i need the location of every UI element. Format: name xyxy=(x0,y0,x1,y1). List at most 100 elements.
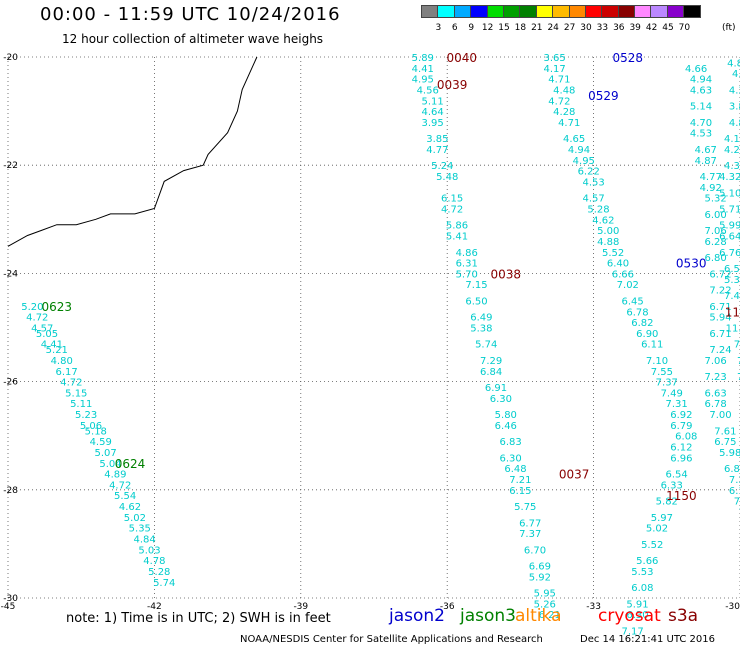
wave-height-label: 5.98 xyxy=(719,448,740,459)
colorbar-label: 45 xyxy=(662,23,674,33)
wave-height-label: 5.20 xyxy=(21,302,43,313)
wave-height-label: 6.77 xyxy=(519,518,541,529)
pass-time-label: 0040 xyxy=(447,51,478,65)
longitude-tick-label: -30 xyxy=(725,602,740,612)
wave-height-label: 6.79 xyxy=(670,421,692,432)
wave-height-label: 4.72 xyxy=(60,378,82,389)
longitude-tick-label: -33 xyxy=(586,602,601,612)
wave-height-label: 5.41 xyxy=(446,232,468,243)
wave-height-label: 6.71 xyxy=(709,302,731,313)
colorbar-label: 42 xyxy=(645,23,658,33)
page-title: 00:00 - 11:59 UTC 10/24/2016 xyxy=(40,4,341,25)
wave-height-label: 6.72 xyxy=(709,269,731,280)
colorbar-label: 3 xyxy=(435,23,442,33)
longitude-tick-label: -45 xyxy=(1,602,16,612)
wave-height-label: 3.85 xyxy=(426,134,448,145)
wave-height-label: 4.95 xyxy=(573,156,595,167)
wave-height-label: 6.78 xyxy=(704,399,726,410)
wave-height-label: 4.95 xyxy=(412,75,434,86)
wave-height-label: 5.52 xyxy=(602,248,624,259)
colorbar-swatch xyxy=(683,5,701,18)
wave-height-label: 4.78 xyxy=(143,556,165,567)
colorbar-label: 6 xyxy=(451,23,458,33)
wave-height-label: 6.46 xyxy=(495,421,517,432)
colorbar-label: 9 xyxy=(468,23,475,33)
colorbar-label: 24 xyxy=(547,23,559,33)
wave-height-label: 6.78 xyxy=(626,307,648,318)
wave-height-label: 6.66 xyxy=(612,269,634,280)
satellite-jason3: jason3 xyxy=(460,606,516,626)
wave-height-label: 5.75 xyxy=(514,502,536,513)
wave-height-label: 4.53 xyxy=(582,177,604,188)
wave-height-label: 5.15 xyxy=(65,388,87,399)
wave-height-label: 6.50 xyxy=(465,297,487,308)
wave-height-label: 6.28 xyxy=(704,237,726,248)
wave-height-label: 7.02 xyxy=(617,280,639,291)
coastline xyxy=(7,56,258,247)
wave-height-label: 5.82 xyxy=(656,497,678,508)
wave-height-label: 7.10 xyxy=(646,356,668,367)
wave-height-label: 5.66 xyxy=(636,556,658,567)
wave-height-label: 4.70 xyxy=(690,118,712,129)
wave-height-label: 5.26 xyxy=(534,599,556,610)
wave-height-label: 5.74 xyxy=(475,340,497,351)
wave-height-label: 6.45 xyxy=(621,297,643,308)
wave-height-label: 5.05 xyxy=(36,329,58,340)
wave-height-label: 5.70 xyxy=(456,269,478,280)
wave-height-label: 6.30 xyxy=(499,453,521,464)
pass-time-label: 0529 xyxy=(588,89,619,103)
wave-height-label: 7.06 xyxy=(704,226,726,237)
colorbar-label: 21 xyxy=(531,23,543,33)
wave-height-label: 4.32 xyxy=(719,172,740,183)
wave-height-label: 6.82 xyxy=(724,464,740,475)
wave-height-label: 5.54 xyxy=(114,491,136,502)
wave-height-label: 4.9 xyxy=(732,69,740,80)
wave-height-label: 6.54 xyxy=(665,470,687,481)
wave-height-label: 4.41 xyxy=(41,340,63,351)
wave-height-label: 5.94 xyxy=(709,313,731,324)
wave-height-label: 6.31 xyxy=(456,259,478,270)
wave-height-label: 6.11 xyxy=(641,340,663,351)
colorbar-label: 12 xyxy=(481,23,494,33)
wave-height-label: 5.35 xyxy=(129,524,151,535)
pass-time-label: 1150 xyxy=(666,489,697,503)
wave-height-label: 7.37 xyxy=(519,529,541,540)
wave-height-label: 7.61 xyxy=(714,426,736,437)
wave-height-label: 4.48 xyxy=(553,86,575,97)
wave-height-label: 5.48 xyxy=(436,172,458,183)
wave-height-label: 5.04 xyxy=(99,459,121,470)
wave-height-label: 6.22 xyxy=(578,167,600,178)
wave-height-label: 5.21 xyxy=(46,345,68,356)
satellite-s3a: s3a xyxy=(668,606,699,626)
wave-height-label: 4.77 xyxy=(426,145,448,156)
wave-height-label: 5.86 xyxy=(446,221,468,232)
colorbar-label: 18 xyxy=(514,23,527,33)
colorbar-label: 15 xyxy=(498,23,510,33)
wave-height-label: 5.99 xyxy=(719,221,740,232)
pass-time-label: 0037 xyxy=(559,468,590,482)
wave-height-label: 3.65 xyxy=(543,53,565,64)
wave-height-label: 6.40 xyxy=(607,259,629,270)
wave-height-label: 6.21 xyxy=(539,610,561,621)
wave-height-label: 5.07 xyxy=(94,448,116,459)
wave-height-label: 4.66 xyxy=(685,64,707,75)
wave-height-label: 6.08 xyxy=(631,583,653,594)
wave-height-label: 7.55 xyxy=(734,340,740,351)
wave-height-label: 6.48 xyxy=(504,464,526,475)
wave-height-label: 4.86 xyxy=(456,248,478,259)
wave-height-label: 6.76 xyxy=(719,248,740,259)
wave-height-label: 4.57 xyxy=(31,324,53,335)
longitude-tick-label: -42 xyxy=(147,602,162,612)
wave-height-label: 6.91 xyxy=(485,383,507,394)
wave-height-label: 6.12 xyxy=(670,443,692,454)
footer-note: note: 1) Time is in UTC; 2) SWH is in fe… xyxy=(66,611,331,626)
wave-height-label: 5.11 xyxy=(421,96,443,107)
latitude-tick-label: -20 xyxy=(3,53,18,63)
wave-height-label: 4.72 xyxy=(548,96,570,107)
wave-height-label: 4.94 xyxy=(690,75,712,86)
wave-height-label: 4.57 xyxy=(582,194,604,205)
latitude-tick-label: -26 xyxy=(3,378,18,388)
time-labels: 0623 0624 0040 0039 0038 0037 1150 1149 0528 0529… xyxy=(42,51,740,503)
wave-height-label: 4.28 xyxy=(553,107,575,118)
wave-height-label: 5.06 xyxy=(80,421,102,432)
